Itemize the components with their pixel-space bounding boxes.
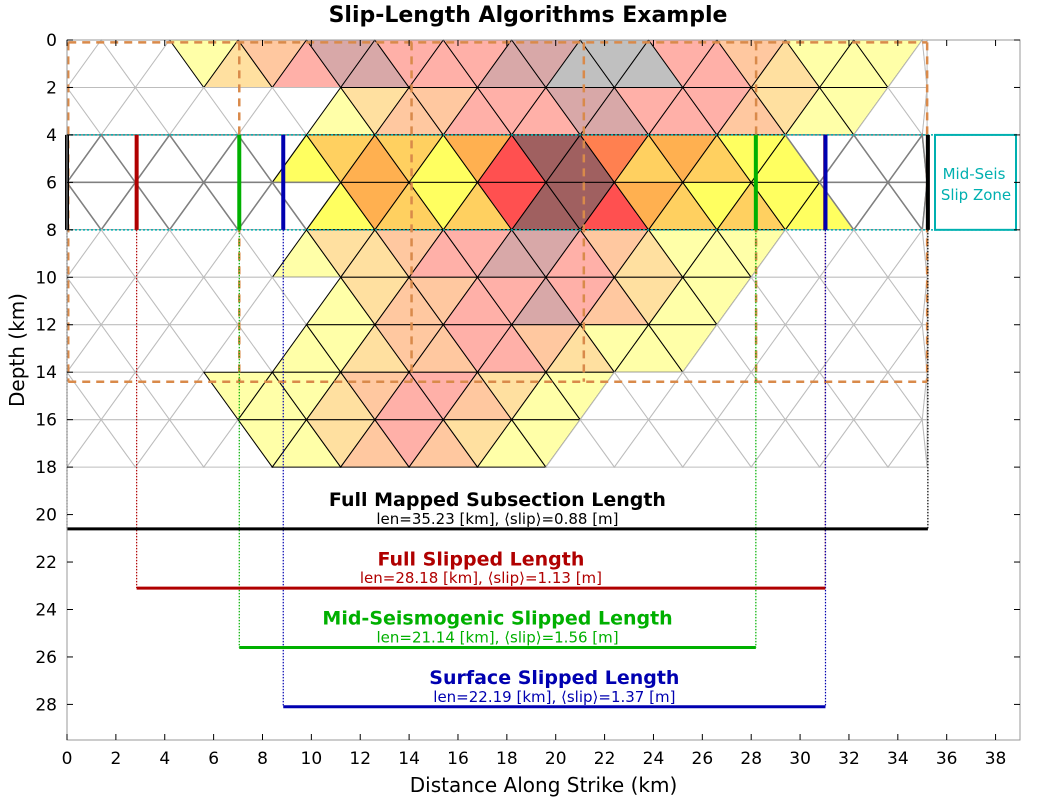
y-tick-label: 12 bbox=[35, 316, 57, 336]
x-tick-label: 28 bbox=[740, 749, 762, 769]
x-tick-label: 14 bbox=[398, 749, 420, 769]
y-tick-label: 14 bbox=[35, 363, 57, 383]
y-tick-label: 18 bbox=[35, 458, 57, 478]
x-tick-label: 18 bbox=[496, 749, 518, 769]
x-tick-label: 34 bbox=[887, 749, 909, 769]
axes: 0 2 4 6 8 10 12 14 16 18 20 22 24 26 28 30 32 34 36 3802468… bbox=[35, 31, 1020, 769]
y-tick-label: 22 bbox=[35, 553, 57, 573]
x-tick-label: 6 bbox=[208, 749, 219, 769]
plot-frame bbox=[66, 39, 1021, 741]
length-title: Full Mapped Subsection Length bbox=[329, 489, 666, 511]
y-tick-label: 4 bbox=[46, 126, 57, 146]
y-tick-label: 28 bbox=[35, 695, 57, 715]
x-tick-label: 8 bbox=[257, 749, 268, 769]
x-tick-label: 4 bbox=[159, 749, 170, 769]
y-tick-label: 16 bbox=[35, 411, 57, 431]
x-tick-label: 36 bbox=[936, 749, 958, 769]
x-tick-label: 12 bbox=[349, 749, 371, 769]
mid-seis-zone-label: Mid-Seis bbox=[943, 165, 1006, 183]
y-tick-label: 8 bbox=[46, 221, 57, 241]
y-tick-label: 20 bbox=[35, 506, 57, 526]
length-stats: len=22.19 [km], ⟨slip⟩=1.37 [m] bbox=[433, 688, 675, 706]
length-stats: len=21.14 [km], ⟨slip⟩=1.56 [m] bbox=[376, 628, 618, 646]
mid-seis-zone-label: Slip Zone bbox=[941, 186, 1011, 204]
mesh-element bbox=[921, 419, 928, 468]
y-tick-label: 0 bbox=[46, 31, 57, 51]
x-tick-label: 20 bbox=[545, 749, 567, 769]
length-stats: len=28.18 [km], ⟨slip⟩=1.13 [m] bbox=[360, 569, 602, 587]
x-tick-label: 16 bbox=[447, 749, 469, 769]
x-tick-label: 10 bbox=[301, 749, 323, 769]
x-tick-label: 38 bbox=[985, 749, 1007, 769]
y-tick-label: 26 bbox=[35, 648, 57, 668]
y-tick-label: 6 bbox=[46, 173, 57, 193]
length-title: Full Slipped Length bbox=[377, 548, 584, 570]
x-tick-label: 0 bbox=[62, 749, 73, 769]
x-tick-label: 2 bbox=[110, 749, 121, 769]
length-title: Surface Slipped Length bbox=[429, 667, 679, 689]
y-tick-label: 2 bbox=[46, 78, 57, 98]
overlay-lines: Mid-Seis Slip Zone bbox=[65, 41, 1017, 707]
length-stats: len=35.23 [km], ⟨slip⟩=0.88 [m] bbox=[376, 510, 618, 528]
x-tick-label: 22 bbox=[594, 749, 616, 769]
x-tick-label: 30 bbox=[789, 749, 811, 769]
x-axis-label: Distance Along Strike (km) bbox=[410, 773, 678, 797]
fault-mesh bbox=[65, 38, 928, 469]
y-tick-label: 10 bbox=[35, 268, 57, 288]
y-tick-label: 24 bbox=[35, 600, 57, 620]
y-axis-label: Depth (km) bbox=[5, 293, 29, 407]
x-tick-label: 24 bbox=[643, 749, 665, 769]
length-title: Mid-Seismogenic Slipped Length bbox=[322, 608, 672, 630]
chart-title: Slip-Length Algorithms Example bbox=[329, 3, 728, 28]
x-tick-label: 32 bbox=[838, 749, 860, 769]
x-tick-label: 26 bbox=[692, 749, 714, 769]
